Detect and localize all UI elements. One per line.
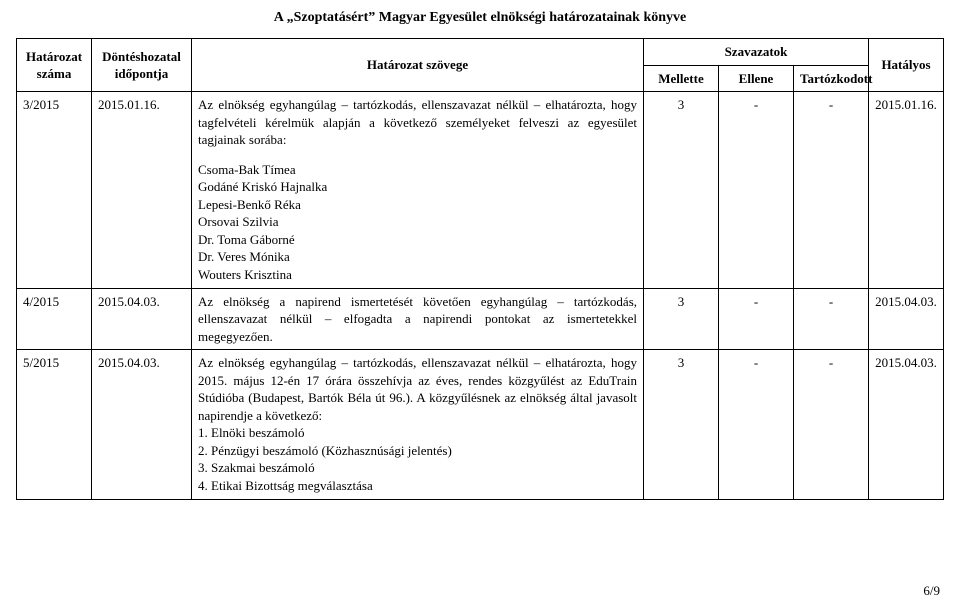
cell-vote-against: - xyxy=(719,350,794,499)
cell-effective: 2015.04.03. xyxy=(869,288,944,350)
table-header-row-1: Határozat száma Döntéshozatal időpontja … xyxy=(17,39,944,66)
table-row: 4/2015 2015.04.03. Az elnökség a napiren… xyxy=(17,288,944,350)
col-vote-against: Ellene xyxy=(719,65,794,92)
cell-vote-for: 3 xyxy=(644,288,719,350)
cell-effective: 2015.01.16. xyxy=(869,92,944,288)
resolution-body-text: Az elnökség egyhangúlag – tartózkodás, e… xyxy=(198,97,637,147)
page-number: 6/9 xyxy=(923,583,940,599)
cell-resolution-text: Az elnökség a napirend ismertetését köve… xyxy=(192,288,644,350)
cell-vote-for: 3 xyxy=(644,92,719,288)
cell-vote-for: 3 xyxy=(644,350,719,499)
cell-vote-against: - xyxy=(719,92,794,288)
cell-resolution-text: Az elnökség egyhangúlag – tartózkodás, e… xyxy=(192,92,644,288)
cell-decision-date: 2015.01.16. xyxy=(92,92,192,288)
col-vote-abstain: Tartózkodott xyxy=(794,65,869,92)
resolution-name-list: Csoma-Bak TímeaGodáné Kriskó HajnalkaLep… xyxy=(198,161,637,284)
col-resolution-no: Határozat száma xyxy=(17,39,92,92)
cell-vote-against: - xyxy=(719,288,794,350)
col-decision-date: Döntéshozatal időpontja xyxy=(92,39,192,92)
col-effective: Hatályos xyxy=(869,39,944,92)
col-votes: Szavazatok xyxy=(644,39,869,66)
col-vote-for: Mellette xyxy=(644,65,719,92)
resolutions-table: Határozat száma Döntéshozatal időpontja … xyxy=(16,38,944,500)
cell-resolution-text: Az elnökség egyhangúlag – tartózkodás, e… xyxy=(192,350,644,499)
cell-resolution-no: 4/2015 xyxy=(17,288,92,350)
table-row: 5/2015 2015.04.03. Az elnökség egyhangúl… xyxy=(17,350,944,499)
cell-decision-date: 2015.04.03. xyxy=(92,288,192,350)
cell-vote-abstain: - xyxy=(794,288,869,350)
cell-decision-date: 2015.04.03. xyxy=(92,350,192,499)
col-resolution-text: Határozat szövege xyxy=(192,39,644,92)
cell-resolution-no: 5/2015 xyxy=(17,350,92,499)
table-row: 3/2015 2015.01.16. Az elnökség egyhangúl… xyxy=(17,92,944,288)
page-title: A „Szoptatásért” Magyar Egyesület elnöks… xyxy=(16,8,944,38)
cell-vote-abstain: - xyxy=(794,92,869,288)
cell-resolution-no: 3/2015 xyxy=(17,92,92,288)
cell-vote-abstain: - xyxy=(794,350,869,499)
cell-effective: 2015.04.03. xyxy=(869,350,944,499)
